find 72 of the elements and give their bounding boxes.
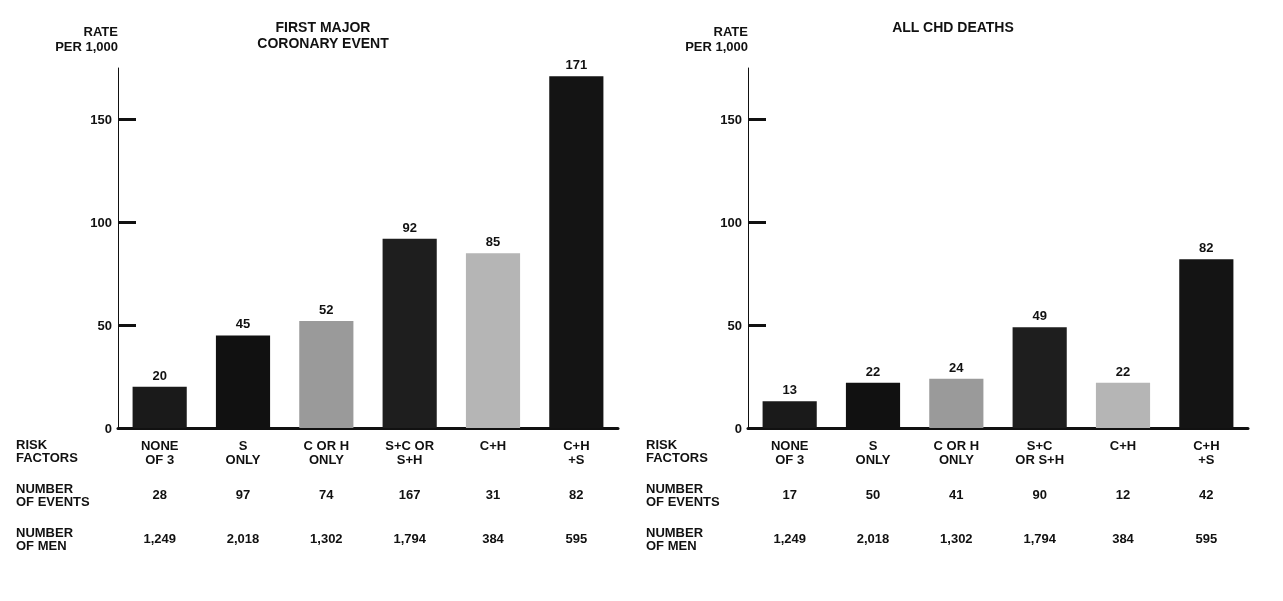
- bar: [382, 238, 437, 428]
- text: RISK FACTORS: [16, 437, 79, 465]
- text: 28: [152, 487, 167, 502]
- data-label: 45: [235, 316, 251, 332]
- x-tick-label: S+C OR S+H: [385, 437, 435, 467]
- text: NUMBER OF EVENTS: [16, 481, 91, 509]
- text: 50: [865, 487, 881, 502]
- bar: [299, 321, 354, 428]
- data-label: 82: [1199, 240, 1214, 256]
- x-tick-label: C+H: [1109, 437, 1137, 453]
- text: 2,018: [226, 531, 260, 546]
- x-tick-label: NONE OF 3: [770, 437, 809, 467]
- chart-title: FIRST MAJOR CORONARY EVENT: [257, 19, 390, 51]
- text: NUMBER OF MEN: [646, 525, 704, 553]
- text: 1,794: [1023, 531, 1057, 546]
- bar: [1095, 382, 1151, 428]
- bar: [929, 378, 984, 428]
- y-tick-label: 50: [97, 317, 112, 333]
- y-tick-label: 150: [90, 111, 112, 127]
- text: 1,302: [310, 531, 343, 546]
- y-tick-label: 0: [104, 420, 112, 436]
- y-tick-label: 50: [727, 317, 742, 333]
- x-tick-label: C+H +S: [563, 437, 590, 467]
- x-tick-label: S+C OR S+H: [1015, 437, 1065, 467]
- text: 12: [1115, 487, 1131, 502]
- text: 2,018: [856, 531, 890, 546]
- text: 90: [1032, 487, 1047, 502]
- text: NUMBER OF EVENTS: [646, 481, 721, 509]
- y-tick-label: 0: [734, 420, 742, 436]
- bar: [1012, 327, 1067, 428]
- y-axis-title: RATE PER 1,000: [55, 24, 119, 54]
- x-tick-label: S ONLY: [225, 437, 261, 467]
- data-label: 171: [565, 57, 588, 73]
- text: 1,249: [773, 531, 806, 546]
- y-tick-label: 100: [720, 214, 742, 230]
- x-tick-label: C+H +S: [1193, 437, 1220, 467]
- x-tick-label: S ONLY: [855, 437, 891, 467]
- text: 1,302: [940, 531, 973, 546]
- text: RISK FACTORS: [646, 437, 709, 465]
- chart-title: ALL CHD DEATHS: [892, 19, 1014, 35]
- text: NUMBER OF MEN: [16, 525, 74, 553]
- data-label: 22: [865, 363, 881, 379]
- y-tick-label: 150: [720, 111, 742, 127]
- data-label: 49: [1032, 308, 1047, 324]
- bar: [465, 253, 521, 428]
- data-label: 24: [949, 359, 965, 375]
- y-tick-label: 100: [90, 214, 112, 230]
- text: 41: [949, 487, 964, 502]
- x-tick-label: NONE OF 3: [140, 437, 179, 467]
- text: 17: [782, 487, 797, 502]
- data-label: 52: [319, 302, 334, 318]
- text: 1,249: [143, 531, 176, 546]
- data-label: 13: [782, 382, 797, 398]
- data-label: 92: [402, 219, 417, 235]
- data-label: 22: [1115, 363, 1131, 379]
- data-label: 85: [485, 234, 501, 250]
- text: 74: [319, 487, 335, 502]
- y-axis-title: RATE PER 1,000: [685, 24, 749, 54]
- x-tick-label: C+H: [479, 437, 507, 453]
- text: 595: [1195, 531, 1218, 546]
- text: 82: [569, 487, 584, 502]
- text: 31: [485, 487, 501, 502]
- text: 1,794: [393, 531, 427, 546]
- data-label: 20: [152, 367, 167, 383]
- text: 97: [235, 487, 251, 502]
- text: 384: [1112, 531, 1135, 546]
- text: 384: [482, 531, 505, 546]
- x-tick-label: C OR H ONLY: [303, 437, 350, 467]
- x-tick-label: C OR H ONLY: [933, 437, 980, 467]
- text: 595: [565, 531, 588, 546]
- text: 42: [1199, 487, 1214, 502]
- text: 167: [398, 487, 421, 502]
